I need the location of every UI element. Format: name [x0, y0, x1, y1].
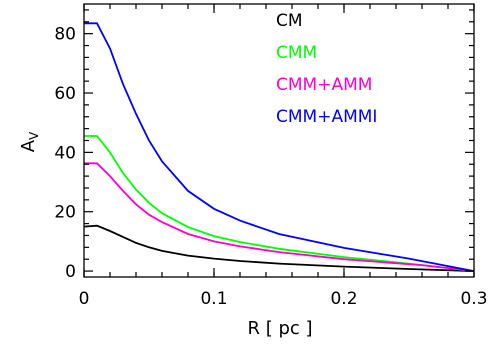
x-tick-label-1: 0.1 — [200, 289, 227, 309]
y-axis-label-group: AV — [18, 131, 41, 152]
legend: CM CMM CMM+AMM CMM+AMMI — [276, 11, 377, 127]
tick-layer: 0 0.1 0.2 0.3 0 20 40 60 80 — [54, 4, 488, 309]
legend-item-3: CMM+AMMI — [276, 107, 377, 127]
legend-item-2: CMM+AMM — [276, 75, 372, 95]
y-tick-label-3: 60 — [54, 84, 76, 104]
x-tick-label-0: 0 — [79, 289, 90, 309]
series-line-0 — [83, 224, 475, 272]
x-axis-label: R [ pc ] — [247, 318, 312, 339]
y-axis-label: AV — [18, 131, 41, 152]
y-axis-label-main: A — [18, 139, 39, 152]
series-line-3 — [84, 22, 475, 272]
x-tick-label-3: 0.3 — [460, 289, 487, 309]
y-axis-label-sub: V — [27, 131, 41, 140]
y-tick-label-1: 20 — [54, 203, 76, 223]
y-tick-label-0: 0 — [65, 262, 76, 282]
series-line-2 — [84, 162, 475, 272]
series-layer — [83, 22, 475, 272]
legend-item-0: CM — [276, 11, 303, 31]
series-line-1 — [84, 135, 475, 272]
x-tick-label-2: 0.2 — [330, 289, 357, 309]
legend-item-1: CMM — [276, 43, 317, 63]
y-tick-label-4: 80 — [54, 25, 76, 45]
y-tick-label-2: 40 — [54, 143, 76, 163]
